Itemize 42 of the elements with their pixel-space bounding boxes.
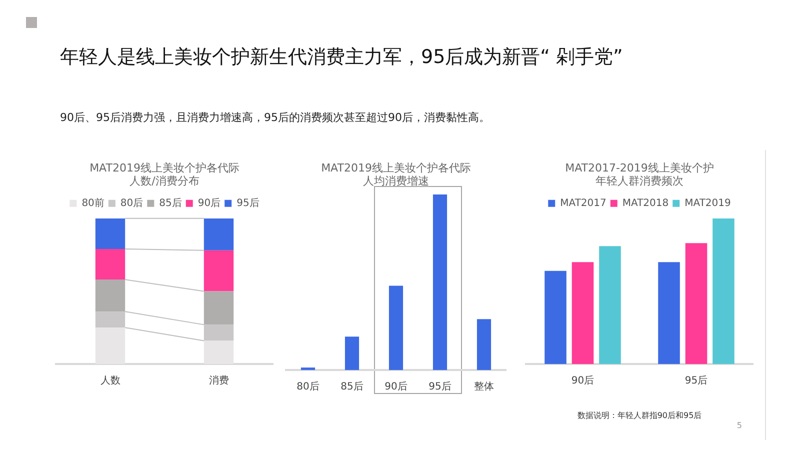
text: 数据说明：年轻人群指90后和95后: [576, 410, 703, 421]
bar: [95, 328, 126, 364]
legend-label: MAT2019: [684, 198, 731, 209]
bar: [712, 218, 734, 364]
x-tick-label: 90后: [571, 374, 594, 387]
x-tick-label: 人数: [100, 376, 120, 387]
chart-title: MAT2017-2019线上美妆个护年轻人群消费频次: [565, 161, 714, 188]
legend-label: MAT2017: [560, 198, 606, 209]
text: 年轻人是线上美妆个护新生代消费主力军，95后成为新晋“ 剁手党”: [60, 45, 623, 70]
bar: [658, 262, 680, 364]
legend-label: MAT2018: [622, 198, 669, 209]
bar: [95, 218, 126, 249]
legend-label: 95后: [236, 196, 260, 209]
bar: [95, 248, 126, 280]
x-tick-label: 85后: [340, 380, 364, 393]
x-tick-label: 95后: [428, 380, 452, 393]
x-tick-label: 80后: [296, 380, 320, 393]
bar: [204, 291, 234, 325]
bar: [344, 336, 360, 370]
bar: [572, 262, 594, 364]
legend-label: 80后: [120, 196, 144, 209]
legend-label: 90后: [198, 196, 221, 209]
chart-title: MAT2019线上美妆个护各代际人均消费增速: [321, 161, 471, 188]
x-tick-label: 消费: [208, 374, 229, 387]
bar: [685, 243, 708, 364]
chart-title: MAT2019线上美妆个护各代际人数/消费分布: [90, 161, 240, 188]
x-tick-label: 90后: [384, 380, 408, 393]
bar: [476, 319, 492, 370]
bar: [95, 280, 126, 312]
text: 90后、95后消费力强，且消费力增速高，95后的消费频次甚至超过90后，消费黏性高。: [60, 110, 490, 125]
bar: [204, 340, 234, 364]
x-tick-label: 95后: [684, 374, 708, 387]
x-tick-label: 整体: [474, 380, 494, 393]
bar: [204, 250, 234, 292]
bar: [599, 246, 621, 364]
text: 5: [736, 421, 742, 430]
legend-label: 85后: [159, 196, 182, 209]
bar: [388, 286, 404, 370]
bar: [544, 270, 566, 364]
legend-label: 80前: [82, 196, 104, 209]
bar: [204, 218, 234, 250]
bar: [432, 194, 448, 370]
